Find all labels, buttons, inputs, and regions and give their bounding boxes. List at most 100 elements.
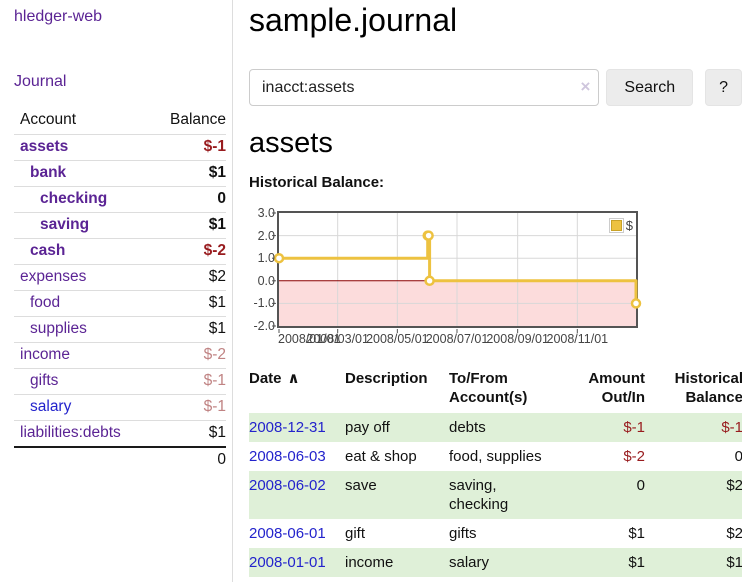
sidebar-account-link[interactable]: bank bbox=[30, 164, 67, 181]
main-content: sample.journal × Search ? assets Histori… bbox=[234, 0, 742, 582]
help-button[interactable]: ? bbox=[705, 69, 742, 106]
y-axis-tick-label: -2.0 bbox=[253, 319, 275, 333]
accounts-header-account: Account bbox=[20, 111, 77, 128]
register-date-cell: 2008-06-03 bbox=[249, 442, 345, 471]
sidebar-account-balance: $1 bbox=[148, 160, 226, 187]
register-row: 2008-06-02 save saving, checking 0 $2 bbox=[249, 471, 742, 519]
register-accounts-cell: food, supplies bbox=[449, 448, 542, 465]
sidebar-account-link[interactable]: liabilities:debts bbox=[20, 424, 121, 441]
account-cell: assets bbox=[14, 134, 149, 161]
register-header-date: Date ∧ bbox=[249, 366, 345, 413]
register-balance-cell: 0 bbox=[734, 448, 742, 465]
register-date-cell: 2008-12-31 bbox=[249, 413, 345, 442]
historical-balance-chart: $3.0 2.0 1.0 0.0 -1.0 -2.0 2008/01/01 2008/03/0… bbox=[249, 203, 742, 346]
sidebar-account-balance: $-1 bbox=[148, 394, 226, 421]
account-row: saving $1 bbox=[14, 212, 226, 239]
sidebar-account-link[interactable]: supplies bbox=[30, 320, 87, 337]
x-axis-tick-label: 2008/09/01 bbox=[486, 332, 549, 346]
sidebar-item-journal[interactable]: Journal bbox=[14, 73, 67, 90]
register-balance-cell: $1 bbox=[645, 548, 742, 577]
sidebar-account-link[interactable]: salary bbox=[30, 398, 72, 415]
account-row: income $-2 bbox=[14, 342, 226, 369]
register-description-cell: save bbox=[345, 471, 449, 519]
account-cell: liabilities:debts bbox=[14, 420, 149, 447]
register-accounts-cell: debts bbox=[449, 413, 565, 442]
search-button[interactable]: Search bbox=[606, 69, 694, 106]
account-cell: income bbox=[14, 342, 149, 369]
register-accounts-cell: salary bbox=[449, 548, 565, 577]
clear-search-icon[interactable]: × bbox=[580, 77, 591, 96]
account-cell: bank bbox=[14, 160, 149, 187]
sidebar-account-balance: $1 bbox=[148, 420, 226, 447]
register-accounts-cell: saving, checking bbox=[449, 471, 565, 519]
account-cell: cash bbox=[14, 238, 149, 265]
register-date-cell: 2008-06-01 bbox=[249, 519, 345, 548]
account-row: liabilities:debts $1 bbox=[14, 420, 226, 447]
register-header-balance: Historical Balance bbox=[674, 370, 742, 406]
sidebar-account-balance: $1 bbox=[148, 290, 226, 317]
chart-plot-area: $ bbox=[272, 211, 642, 333]
register-amount-cell: $-1 bbox=[565, 413, 645, 442]
transaction-date-link[interactable]: 2008-06-02 bbox=[249, 477, 326, 494]
sidebar-account-link[interactable]: food bbox=[30, 294, 61, 311]
account-row: salary $-1 bbox=[14, 394, 226, 421]
sidebar-account-link[interactable]: checking bbox=[40, 190, 108, 207]
sidebar-account-link[interactable]: gifts bbox=[30, 372, 59, 389]
transaction-date-link[interactable]: 2008-01-01 bbox=[249, 554, 326, 571]
sidebar-account-balance: $1 bbox=[148, 316, 226, 343]
transaction-date-link[interactable]: 2008-12-31 bbox=[249, 419, 326, 436]
register-description-cell: eat & shop bbox=[345, 448, 417, 465]
sidebar-account-link[interactable]: cash bbox=[30, 242, 66, 259]
register-header-amount: Amount Out/In bbox=[588, 370, 645, 406]
account-row: cash $-2 bbox=[14, 238, 226, 265]
accounts-total-balance: 0 bbox=[148, 446, 226, 473]
sidebar-account-link[interactable]: income bbox=[20, 346, 70, 363]
register-date-cell: 2008-01-01 bbox=[249, 548, 345, 577]
account-cell: checking bbox=[14, 186, 149, 213]
register-header-row: Date ∧ Description To/From Account(s) Amo… bbox=[249, 366, 742, 413]
register-row: 2008-12-31 pay off debts $-1 $-1 bbox=[249, 413, 742, 442]
x-axis-tick-label: 2008/03/01 bbox=[306, 332, 369, 346]
register-table: Date ∧ Description To/From Account(s) Amo… bbox=[249, 366, 742, 577]
y-axis-tick-label: 1.0 bbox=[257, 251, 275, 266]
sidebar-account-balance: 0 bbox=[148, 186, 226, 213]
accounts-table: Account Balance assets $-1 bank $1 checking 0… bbox=[14, 108, 226, 473]
sidebar-account-link[interactable]: assets bbox=[20, 138, 69, 155]
x-axis-tick-label: 2008/05/01 bbox=[366, 332, 429, 346]
legend-swatch-icon bbox=[608, 218, 624, 233]
sidebar: hledger-web Journal Account Balance asse… bbox=[0, 0, 233, 582]
account-cell: expenses bbox=[14, 264, 149, 291]
x-axis-tick-label: 2008/11/01 bbox=[546, 332, 609, 346]
x-axis-tick-label: 2008/01/01 bbox=[278, 332, 341, 346]
register-row: 2008-06-03 eat & shop food, supplies $-2 0 bbox=[249, 442, 742, 471]
search-bar: × Search ? bbox=[249, 69, 742, 106]
chart-title: Historical Balance: bbox=[249, 174, 385, 191]
account-row: expenses $2 bbox=[14, 264, 226, 291]
register-description-cell: gift bbox=[345, 525, 366, 542]
register-amount-cell: $1 bbox=[628, 525, 645, 542]
account-row: checking 0 bbox=[14, 186, 226, 213]
sidebar-account-balance: $2 bbox=[148, 264, 226, 291]
account-row: supplies $1 bbox=[14, 316, 226, 343]
y-axis-tick-label: 0.0 bbox=[257, 273, 275, 288]
legend-series-label: $ bbox=[625, 218, 633, 233]
sidebar-account-balance: $-2 bbox=[148, 342, 226, 369]
sidebar-account-balance: $-2 bbox=[148, 238, 226, 265]
sidebar-account-link[interactable]: saving bbox=[40, 216, 90, 233]
account-row: food $1 bbox=[14, 290, 226, 317]
sidebar-account-link[interactable]: expenses bbox=[20, 268, 87, 285]
transaction-date-link[interactable]: 2008-06-01 bbox=[249, 525, 326, 542]
brand-link[interactable]: hledger-web bbox=[14, 8, 103, 25]
search-input[interactable] bbox=[249, 69, 600, 106]
register-accounts-cell: gifts bbox=[449, 525, 477, 542]
accounts-header-row: Account Balance bbox=[14, 108, 226, 135]
sort-ascending-icon[interactable]: ∧ bbox=[287, 370, 300, 387]
register-description-cell: income bbox=[345, 548, 449, 577]
search-box: × bbox=[249, 69, 600, 106]
register-header-date-label: Date bbox=[249, 370, 282, 387]
register-amount-cell: 0 bbox=[565, 471, 645, 519]
account-cell: salary bbox=[14, 394, 149, 421]
register-amount-cell: $1 bbox=[565, 548, 645, 577]
transaction-date-link[interactable]: 2008-06-03 bbox=[249, 448, 326, 465]
y-axis-tick-label: 2.0 bbox=[257, 228, 275, 243]
